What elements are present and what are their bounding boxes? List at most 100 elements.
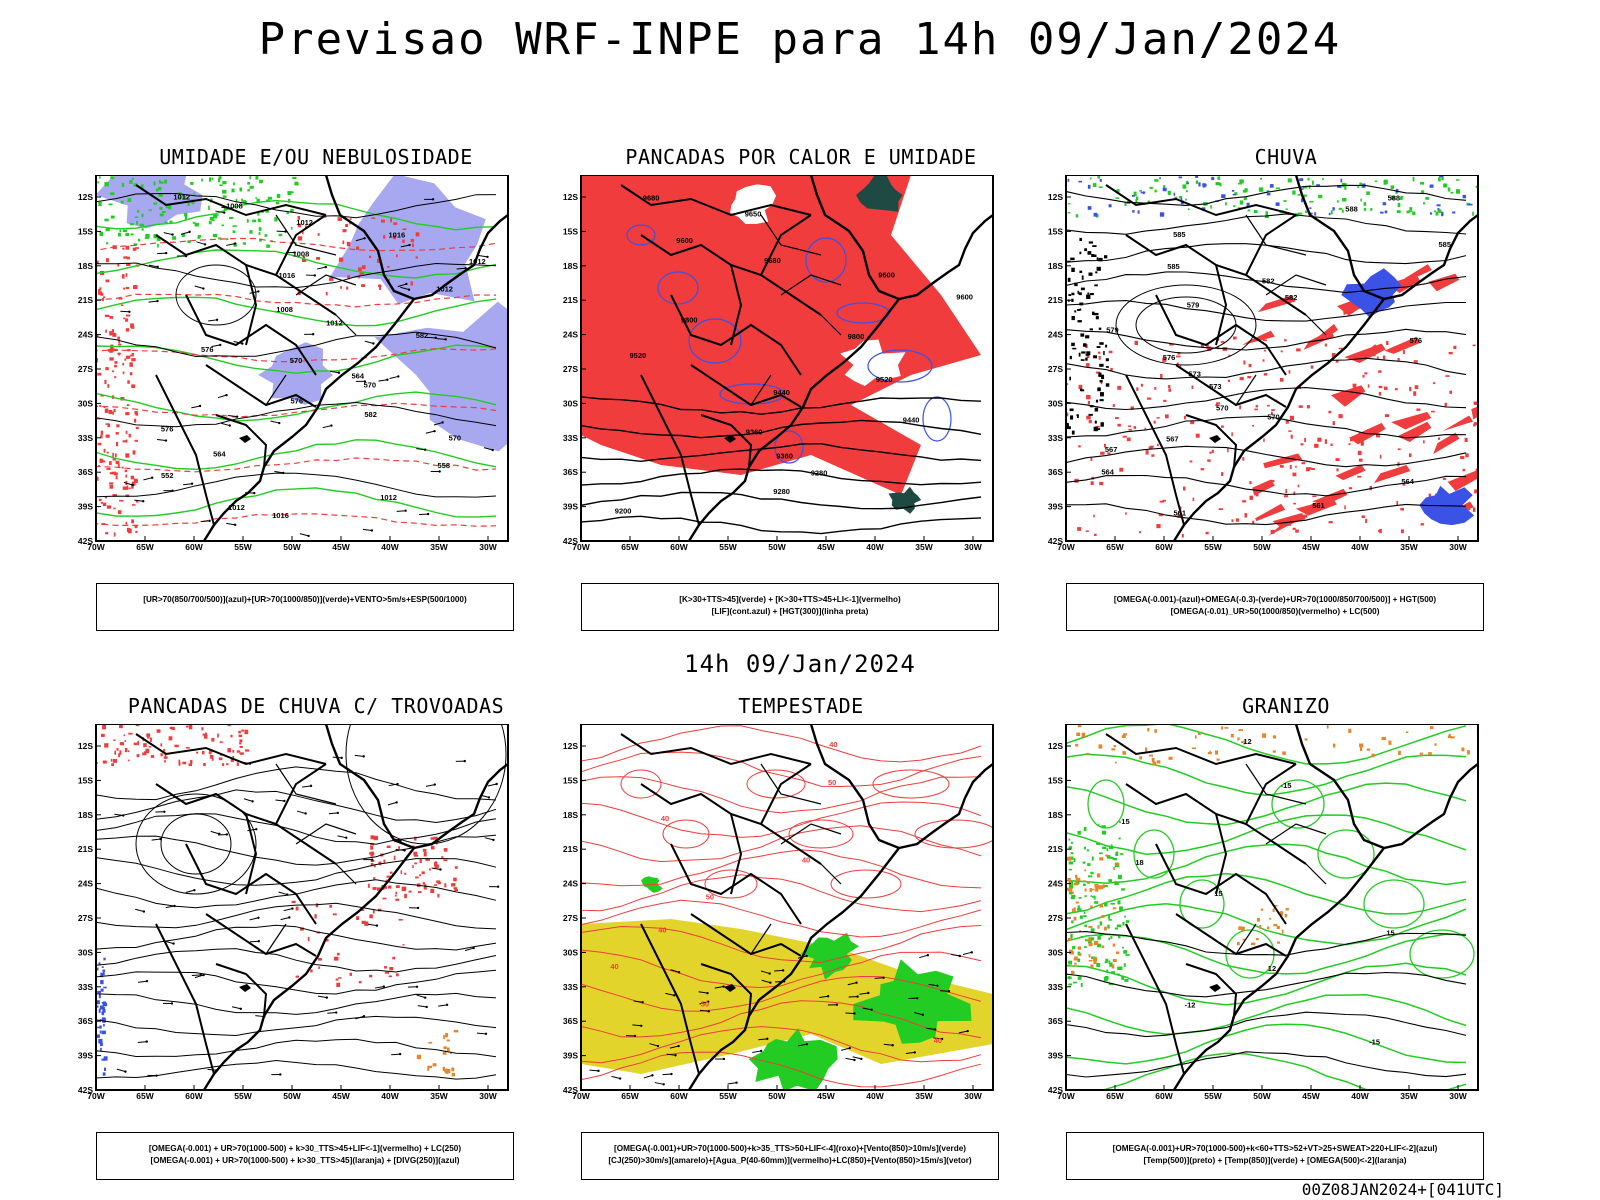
divergence-speckle bbox=[99, 1005, 104, 1010]
omega-speckle bbox=[1211, 176, 1215, 181]
contour-label: 9600 bbox=[878, 270, 895, 279]
omega500-speckle bbox=[1359, 743, 1364, 748]
speckle bbox=[387, 266, 390, 268]
thickness-speckle bbox=[103, 296, 106, 298]
wind-arrow-head bbox=[142, 500, 145, 503]
storm-speckle bbox=[429, 868, 431, 871]
omega500-speckle bbox=[1348, 728, 1352, 733]
rain-speckle bbox=[1149, 445, 1154, 448]
lon-label: 50W bbox=[768, 542, 786, 552]
low-humidity-speckle bbox=[127, 198, 132, 202]
streamline bbox=[96, 789, 497, 824]
wind-arrow bbox=[280, 916, 290, 921]
omega-speckle bbox=[1149, 186, 1153, 190]
omega-speckle bbox=[1195, 176, 1199, 178]
contour-label: 1016 bbox=[279, 271, 296, 280]
wind-arrow-head bbox=[251, 800, 254, 803]
hail-speckle bbox=[1072, 945, 1076, 950]
contour-label: 561 bbox=[1174, 508, 1187, 517]
omega-speckle bbox=[1185, 190, 1188, 193]
low-humidity-speckle bbox=[265, 210, 269, 213]
lat-label: 36S bbox=[78, 1016, 93, 1026]
wind-arrow bbox=[758, 1038, 768, 1041]
rain-speckle bbox=[1263, 438, 1265, 442]
wind-arrow-head bbox=[122, 814, 125, 817]
omega-speckle bbox=[1202, 183, 1206, 188]
storm-speckle bbox=[148, 746, 152, 748]
low-humidity-speckle bbox=[165, 204, 169, 209]
thickness-speckle bbox=[96, 358, 99, 363]
country-border bbox=[135, 733, 327, 766]
lon-label: 40W bbox=[866, 542, 884, 552]
wind-arrow bbox=[433, 421, 443, 426]
rain-speckle bbox=[1367, 384, 1370, 388]
wind-arrow bbox=[416, 994, 426, 999]
hail-speckle bbox=[1106, 969, 1109, 973]
rain-speckle bbox=[1324, 439, 1327, 444]
state-border bbox=[1265, 823, 1327, 845]
thickness-contour bbox=[96, 457, 497, 473]
omega-speckle bbox=[1421, 190, 1425, 194]
wind-arrow-head bbox=[371, 858, 374, 861]
wind-arrow-head bbox=[131, 483, 134, 487]
map-content bbox=[96, 724, 508, 1090]
topography-speckle bbox=[1079, 251, 1082, 255]
rain-speckle bbox=[1368, 434, 1373, 437]
storm-speckle bbox=[174, 744, 179, 748]
storm-speckle bbox=[127, 759, 130, 762]
mid-date: 14h 09/Jan/2024 bbox=[684, 650, 916, 678]
rain-speckle bbox=[1293, 502, 1296, 505]
wind-arrow bbox=[367, 923, 378, 927]
thickness-speckle bbox=[127, 349, 131, 352]
low-humidity-speckle bbox=[141, 213, 144, 218]
rain-speckle bbox=[1231, 432, 1233, 437]
water-contour bbox=[581, 801, 982, 838]
wind-arrow-head bbox=[870, 1008, 873, 1011]
contour-label: -15 bbox=[1119, 817, 1130, 826]
omega500-speckle bbox=[1070, 951, 1074, 955]
lon-label: 65W bbox=[621, 1091, 639, 1101]
storm-speckle bbox=[211, 758, 214, 761]
low-humidity-speckle bbox=[98, 176, 101, 179]
low-humidity-speckle bbox=[190, 182, 194, 185]
omega-speckle bbox=[1328, 212, 1331, 216]
storm-speckle bbox=[150, 755, 155, 758]
rain-speckle bbox=[1271, 409, 1275, 411]
storm-speckle bbox=[433, 836, 438, 840]
hail-speckle bbox=[1109, 845, 1114, 850]
topography-speckle bbox=[1081, 351, 1086, 354]
omega-speckle bbox=[1098, 186, 1103, 188]
lon-label: 65W bbox=[621, 542, 639, 552]
rain-speckle bbox=[1168, 388, 1171, 392]
storm-speckle bbox=[137, 740, 139, 746]
omega500-speckle bbox=[1111, 964, 1115, 969]
contour-label: 564 bbox=[213, 449, 226, 458]
state-border bbox=[780, 274, 842, 296]
rain-speckle bbox=[1252, 520, 1255, 524]
lat-label: 21S bbox=[78, 295, 93, 305]
contour-label: 12 bbox=[1268, 964, 1276, 973]
low-humidity-speckle bbox=[158, 180, 161, 184]
low-humidity-speckle bbox=[110, 176, 115, 180]
storm-speckle bbox=[219, 741, 223, 743]
omega-speckle bbox=[1089, 177, 1092, 180]
low-humidity-speckle bbox=[168, 205, 172, 210]
wind-arrow-head bbox=[386, 378, 389, 381]
panel-trovoadas: PANCADAS DE CHUVA C/ TROVOADAS 12S 15S 18S… bbox=[66, 694, 566, 1184]
rain-speckle bbox=[1358, 458, 1363, 462]
speckle bbox=[412, 243, 414, 247]
lat-label: 21S bbox=[1048, 295, 1063, 305]
wind-arrow bbox=[134, 499, 144, 502]
rain-speckle bbox=[1252, 425, 1255, 427]
country-border bbox=[205, 913, 317, 957]
omega500-speckle bbox=[1243, 740, 1246, 745]
low-humidity-speckle bbox=[119, 229, 122, 232]
rain-speckle bbox=[1148, 446, 1153, 450]
coastline bbox=[1294, 724, 1478, 850]
omega500-speckle bbox=[1279, 911, 1284, 916]
omega-speckle bbox=[1159, 177, 1161, 180]
rain-speckle bbox=[1177, 352, 1181, 355]
lat-label: 15S bbox=[78, 775, 93, 785]
topography-speckle bbox=[1100, 422, 1104, 427]
rain-speckle bbox=[1365, 518, 1368, 523]
